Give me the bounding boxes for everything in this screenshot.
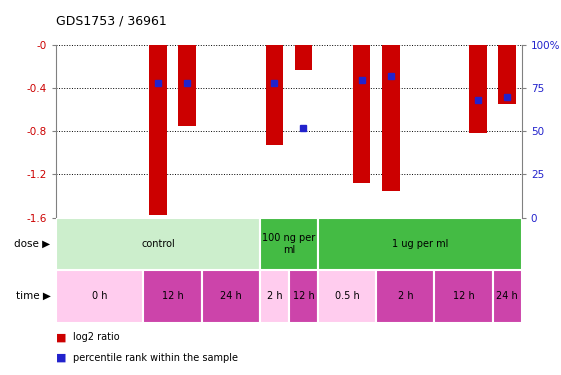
Bar <box>56 217 260 270</box>
Bar <box>178 45 196 126</box>
Text: 12 h: 12 h <box>453 291 475 301</box>
Bar <box>493 270 522 322</box>
Text: 2 h: 2 h <box>266 291 282 301</box>
Text: dose ▶: dose ▶ <box>15 239 50 249</box>
Text: 12 h: 12 h <box>293 291 314 301</box>
Bar <box>434 270 493 322</box>
Text: GDS1753 / 36961: GDS1753 / 36961 <box>56 15 167 28</box>
Text: 12 h: 12 h <box>162 291 183 301</box>
Bar <box>144 270 201 322</box>
Bar <box>498 45 516 104</box>
Text: 100 ng per
ml: 100 ng per ml <box>263 233 315 255</box>
Text: log2 ratio: log2 ratio <box>73 333 119 342</box>
Bar <box>295 45 312 70</box>
Bar <box>376 270 434 322</box>
Bar <box>289 270 318 322</box>
Bar <box>260 270 289 322</box>
Bar <box>149 45 167 215</box>
Bar <box>260 217 318 270</box>
Text: ■: ■ <box>56 333 67 342</box>
Bar <box>318 270 376 322</box>
Text: 0.5 h: 0.5 h <box>335 291 360 301</box>
Bar <box>382 45 399 190</box>
Bar <box>470 45 487 134</box>
Text: 0 h: 0 h <box>92 291 108 301</box>
Text: 2 h: 2 h <box>398 291 413 301</box>
Text: 1 ug per ml: 1 ug per ml <box>392 239 448 249</box>
Text: time ▶: time ▶ <box>16 291 50 301</box>
Bar <box>353 45 370 183</box>
Bar <box>201 270 260 322</box>
Text: percentile rank within the sample: percentile rank within the sample <box>73 353 238 363</box>
Bar <box>56 270 144 322</box>
Text: ■: ■ <box>56 353 67 363</box>
Text: 24 h: 24 h <box>496 291 518 301</box>
Bar <box>266 45 283 145</box>
Text: control: control <box>141 239 175 249</box>
Text: 24 h: 24 h <box>220 291 242 301</box>
Bar <box>318 217 522 270</box>
